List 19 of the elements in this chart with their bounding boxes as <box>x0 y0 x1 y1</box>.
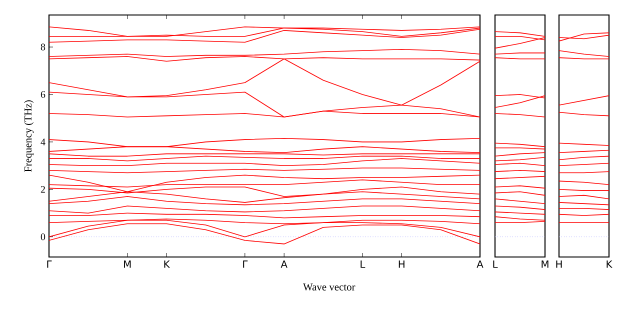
x-tick-label: H <box>398 260 404 268</box>
x-axis-title: Wave vector <box>303 284 356 291</box>
x-tick-label: L <box>493 260 498 268</box>
x-tick-label: H <box>556 260 562 268</box>
y-axis-title: Frequency (THz) <box>24 100 34 172</box>
x-tick-label: A <box>280 260 288 268</box>
y-tick-label: 0 <box>40 233 46 240</box>
x-tick-label: M <box>542 260 548 268</box>
x-tick-label: M <box>124 260 131 268</box>
x-tick-label: Γ <box>243 260 248 268</box>
y-tick-label: 2 <box>40 186 45 193</box>
x-tick-label: Γ <box>47 260 52 268</box>
x-tick-label: K <box>606 260 612 268</box>
x-tick-label: L <box>360 260 366 268</box>
y-tick-label: 4 <box>40 138 46 146</box>
x-tick-label: A <box>476 260 484 268</box>
y-tick-label: 6 <box>40 91 46 98</box>
x-tick-label: K <box>164 260 170 268</box>
y-tick-label: 8 <box>40 44 46 50</box>
